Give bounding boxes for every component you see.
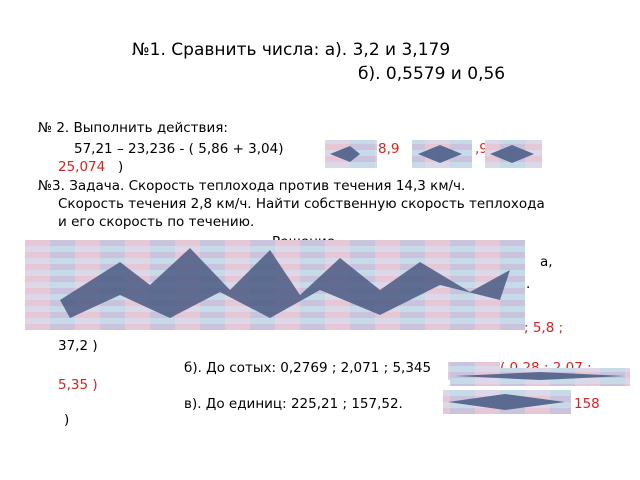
pattern-block bbox=[443, 362, 630, 414]
task-heading: № 2. Выполнить действия: bbox=[38, 120, 228, 136]
pattern-block bbox=[325, 140, 542, 168]
task-text: в). До единиц: 225,21 ; 157,52. bbox=[184, 396, 403, 412]
expression: 57,21 – 23,236 - ( 5,86 + 3,04) bbox=[74, 141, 284, 157]
answer: 5,35 ) bbox=[58, 377, 98, 393]
task-text: Скорость течения 2,8 км/ч. Найти собстве… bbox=[58, 196, 545, 212]
task-text: б). До сотых: 0,2769 ; 2,071 ; 5,345 bbox=[184, 360, 432, 376]
text: ) bbox=[64, 412, 70, 428]
title-line: б). 0,5579 и 0,56 bbox=[358, 64, 506, 84]
answer: 25,074 bbox=[58, 159, 106, 175]
answer: ; 5,8 ; bbox=[524, 320, 564, 336]
text: ) bbox=[118, 159, 124, 175]
task-text: и его скорость по течению. bbox=[58, 214, 255, 230]
text: . bbox=[526, 276, 531, 292]
task-text: №3. Задача. Скорость теплохода против те… bbox=[38, 178, 466, 194]
title-line: №1. Сравнить числа: а). 3,2 и 3,179 bbox=[132, 40, 451, 60]
answer: 158 bbox=[574, 396, 600, 412]
text: а, bbox=[540, 254, 553, 270]
answer: 8,9 bbox=[378, 141, 400, 157]
text: 37,2 ) bbox=[58, 338, 98, 354]
pattern-block bbox=[25, 240, 525, 330]
answer: ,9 bbox=[475, 141, 488, 157]
